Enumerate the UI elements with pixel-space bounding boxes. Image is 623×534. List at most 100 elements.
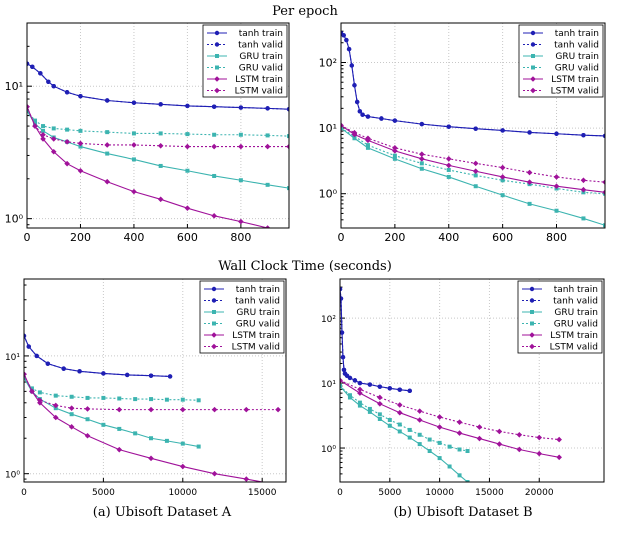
data-point (392, 148, 398, 154)
data-point (476, 435, 483, 442)
data-point (465, 480, 470, 482)
x-tick-label: 200 (384, 231, 405, 244)
data-point (349, 63, 354, 68)
data-point (101, 371, 106, 376)
data-point (340, 384, 342, 389)
data-point (416, 408, 423, 414)
data-point (105, 130, 110, 135)
legend-label: LSTM valid (232, 343, 280, 353)
series-line (24, 377, 199, 401)
data-point (265, 106, 270, 111)
data-point (526, 179, 533, 185)
legend-label: GRU train (236, 308, 280, 318)
plot-frame (26, 22, 290, 229)
data-point (133, 431, 138, 436)
data-point (32, 123, 38, 129)
data-point (179, 463, 186, 470)
data-point (456, 419, 463, 425)
data-point (347, 375, 353, 381)
legend-marker (214, 76, 220, 82)
data-point (392, 145, 398, 151)
data-point (354, 99, 360, 105)
data-point (40, 131, 46, 138)
x-tick-label: 800 (230, 231, 251, 244)
data-point (446, 174, 451, 179)
x-tick-label: 0 (338, 231, 345, 244)
data-point (196, 444, 201, 449)
legend-label: GRU valid (554, 320, 598, 330)
data-point (419, 166, 424, 171)
data-point (211, 406, 218, 413)
data-point (419, 151, 425, 158)
data-point (26, 344, 31, 349)
data-point (500, 128, 505, 133)
data-point (387, 386, 393, 391)
data-point (179, 406, 186, 413)
data-point (602, 189, 605, 196)
data-point (367, 406, 372, 411)
data-point (287, 186, 289, 191)
data-point (603, 223, 605, 228)
data-point (116, 446, 123, 453)
data-point (340, 330, 345, 335)
legend-label: LSTM train (550, 331, 598, 341)
data-point (61, 366, 66, 371)
data-point (536, 434, 543, 441)
data-point (340, 296, 344, 301)
legend-label: GRU train (239, 52, 283, 62)
plot-frame (23, 278, 287, 483)
data-point (167, 374, 173, 379)
data-point (581, 216, 586, 221)
series-line (27, 63, 289, 110)
data-point (556, 436, 562, 443)
data-point (29, 386, 34, 391)
legend-box (517, 280, 603, 354)
legend-label: LSTM train (232, 331, 280, 341)
x-tick-label: 0 (21, 488, 27, 498)
data-point (419, 161, 424, 166)
legend-marker (214, 42, 220, 47)
plot-frame (340, 22, 606, 229)
x-tick-label: 5000 (92, 488, 115, 498)
data-point (580, 186, 587, 193)
data-point (419, 121, 425, 127)
data-point (101, 422, 106, 427)
data-point (243, 406, 250, 413)
data-point (340, 377, 343, 384)
caption-b: (b) Ubisoft Dataset B (393, 505, 532, 520)
data-point (365, 135, 371, 142)
plot-frame (339, 278, 605, 483)
data-point (286, 143, 289, 150)
data-point (377, 400, 383, 407)
legend-label: tanh valid (554, 41, 599, 51)
y-tick-label: 10⁰ (321, 445, 336, 455)
data-point (472, 168, 479, 175)
data-point (185, 132, 190, 137)
data-point (387, 423, 392, 428)
x-tick-label: 15000 (475, 488, 504, 498)
data-point (264, 143, 271, 150)
y-tick-label: 10¹ (5, 353, 20, 363)
x-tick-label: 10000 (425, 488, 454, 498)
data-point (427, 437, 432, 442)
y-tick-label: 10⁰ (319, 188, 338, 201)
data-point (344, 37, 349, 43)
data-point (357, 109, 363, 114)
legend-marker (530, 76, 536, 82)
data-point (341, 126, 343, 131)
data-point (407, 435, 412, 440)
data-point (472, 160, 479, 167)
data-point (407, 388, 412, 394)
data-point (553, 183, 560, 190)
data-point (33, 118, 38, 123)
data-point (377, 394, 383, 401)
x-tick-label: 0 (24, 231, 31, 244)
legend-label: LSTM valid (550, 343, 598, 353)
data-point (340, 355, 346, 360)
chart-wall-b: 0 5000 10000 15000 20000 10⁰ 10¹ 10² tanh train t… (321, 278, 605, 498)
data-point (27, 108, 29, 113)
data-point (357, 403, 362, 408)
data-point (357, 380, 363, 386)
data-point (117, 396, 122, 401)
